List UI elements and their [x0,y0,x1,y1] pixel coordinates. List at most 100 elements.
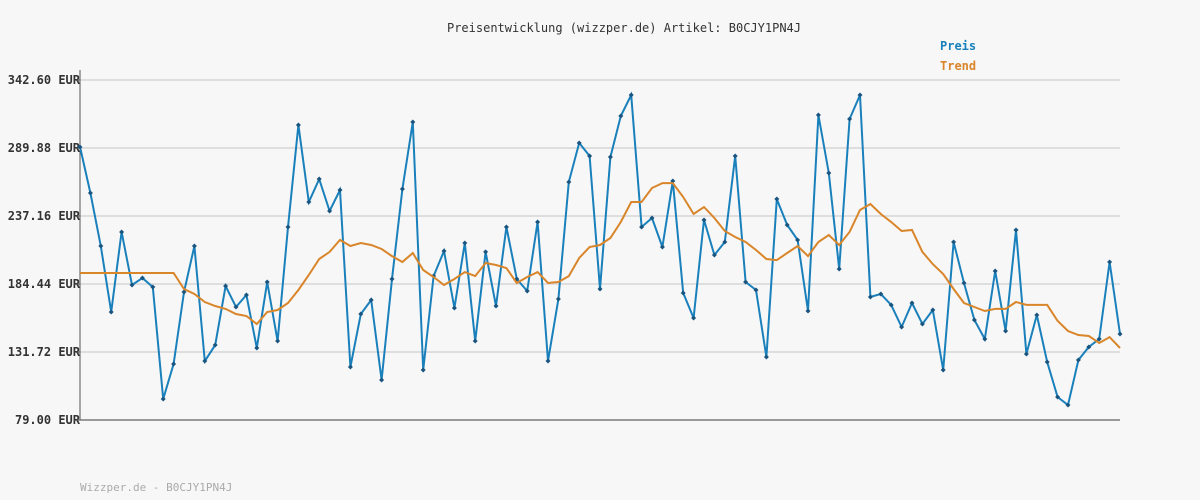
point-marker [774,196,780,202]
point-marker [639,224,645,230]
point-marker [535,219,541,225]
point-marker [150,284,156,290]
point-marker [87,190,93,196]
point-marker [951,239,957,245]
point-marker [202,358,208,364]
series-line [80,182,1121,349]
point-marker [410,119,416,125]
point-marker [337,187,343,193]
point-marker [275,338,281,344]
point-marker [826,170,832,176]
point-marker [1107,259,1113,265]
point-marker [483,249,489,255]
point-marker [503,224,509,230]
point-marker [618,113,624,119]
y-tick-label: 237.16 EUR [8,209,81,223]
y-tick-label: 342.60 EUR [8,73,81,87]
point-marker [379,377,385,383]
point-marker [1034,312,1040,318]
point-marker [451,305,457,311]
point-marker [930,307,936,313]
y-tick-label: 184.44 EUR [8,277,81,291]
point-marker [524,288,530,294]
point-marker [992,268,998,274]
point-marker [306,199,312,205]
point-marker [722,239,728,245]
point-marker [108,309,114,315]
point-marker [295,122,301,128]
point-marker [119,229,125,235]
series-line [79,91,1121,407]
point-marker [233,304,239,310]
point-marker [836,266,842,272]
point-marker [347,364,353,370]
point-marker [493,303,499,309]
point-marker [98,243,104,249]
point-marker [1075,357,1081,363]
point-marker [212,342,218,348]
point-marker [462,240,468,246]
point-marker [358,311,364,317]
point-marker [399,186,405,192]
point-marker [815,112,821,118]
point-marker [1096,336,1102,342]
point-marker [847,116,853,122]
point-marker [389,276,395,282]
point-marker [691,315,697,321]
point-marker [971,317,977,323]
point-marker [795,237,801,243]
point-marker [680,290,686,296]
point-marker [576,140,582,146]
point-marker [607,154,613,160]
point-marker [441,248,447,254]
point-marker [1013,227,1019,233]
grid [80,79,1120,421]
point-marker [160,396,166,402]
point-marker [1044,359,1050,365]
point-marker [77,144,83,150]
legend-label: Trend [940,59,976,73]
point-marker [1023,351,1029,357]
point-marker [1055,394,1061,400]
point-marker [763,354,769,360]
point-marker [191,243,197,249]
point-marker [566,179,572,185]
point-marker [420,367,426,373]
point-marker [223,283,229,289]
point-marker [139,275,145,281]
point-marker [316,176,322,182]
chart-title: Preisentwicklung (wizzper.de) Artikel: B… [447,21,801,35]
point-marker [472,338,478,344]
point-marker [982,336,988,342]
point-marker [867,294,873,300]
y-tick-label: 79.00 EUR [15,413,81,427]
y-tick-label: 289.88 EUR [8,141,81,155]
point-marker [961,280,967,286]
point-marker [1117,331,1123,337]
point-marker [327,208,333,214]
point-marker [659,244,665,250]
point-marker [940,367,946,373]
point-marker [1086,344,1092,350]
point-marker [878,291,884,297]
point-marker [628,92,634,98]
point-marker [732,153,738,159]
point-marker [899,324,905,330]
point-marker [264,279,270,285]
legend-label: Preis [940,39,976,53]
point-marker [285,224,291,230]
point-marker [919,321,925,327]
point-marker [181,289,187,295]
point-marker [243,292,249,298]
point-marker [254,345,260,351]
point-marker [1065,402,1071,408]
point-marker [701,217,707,223]
point-marker [171,361,177,367]
point-marker [857,92,863,98]
footer: Wizzper.de - B0CJY1PN4J [80,481,232,494]
point-marker [545,358,551,364]
point-marker [649,215,655,221]
y-tick-label: 131.72 EUR [8,345,81,359]
